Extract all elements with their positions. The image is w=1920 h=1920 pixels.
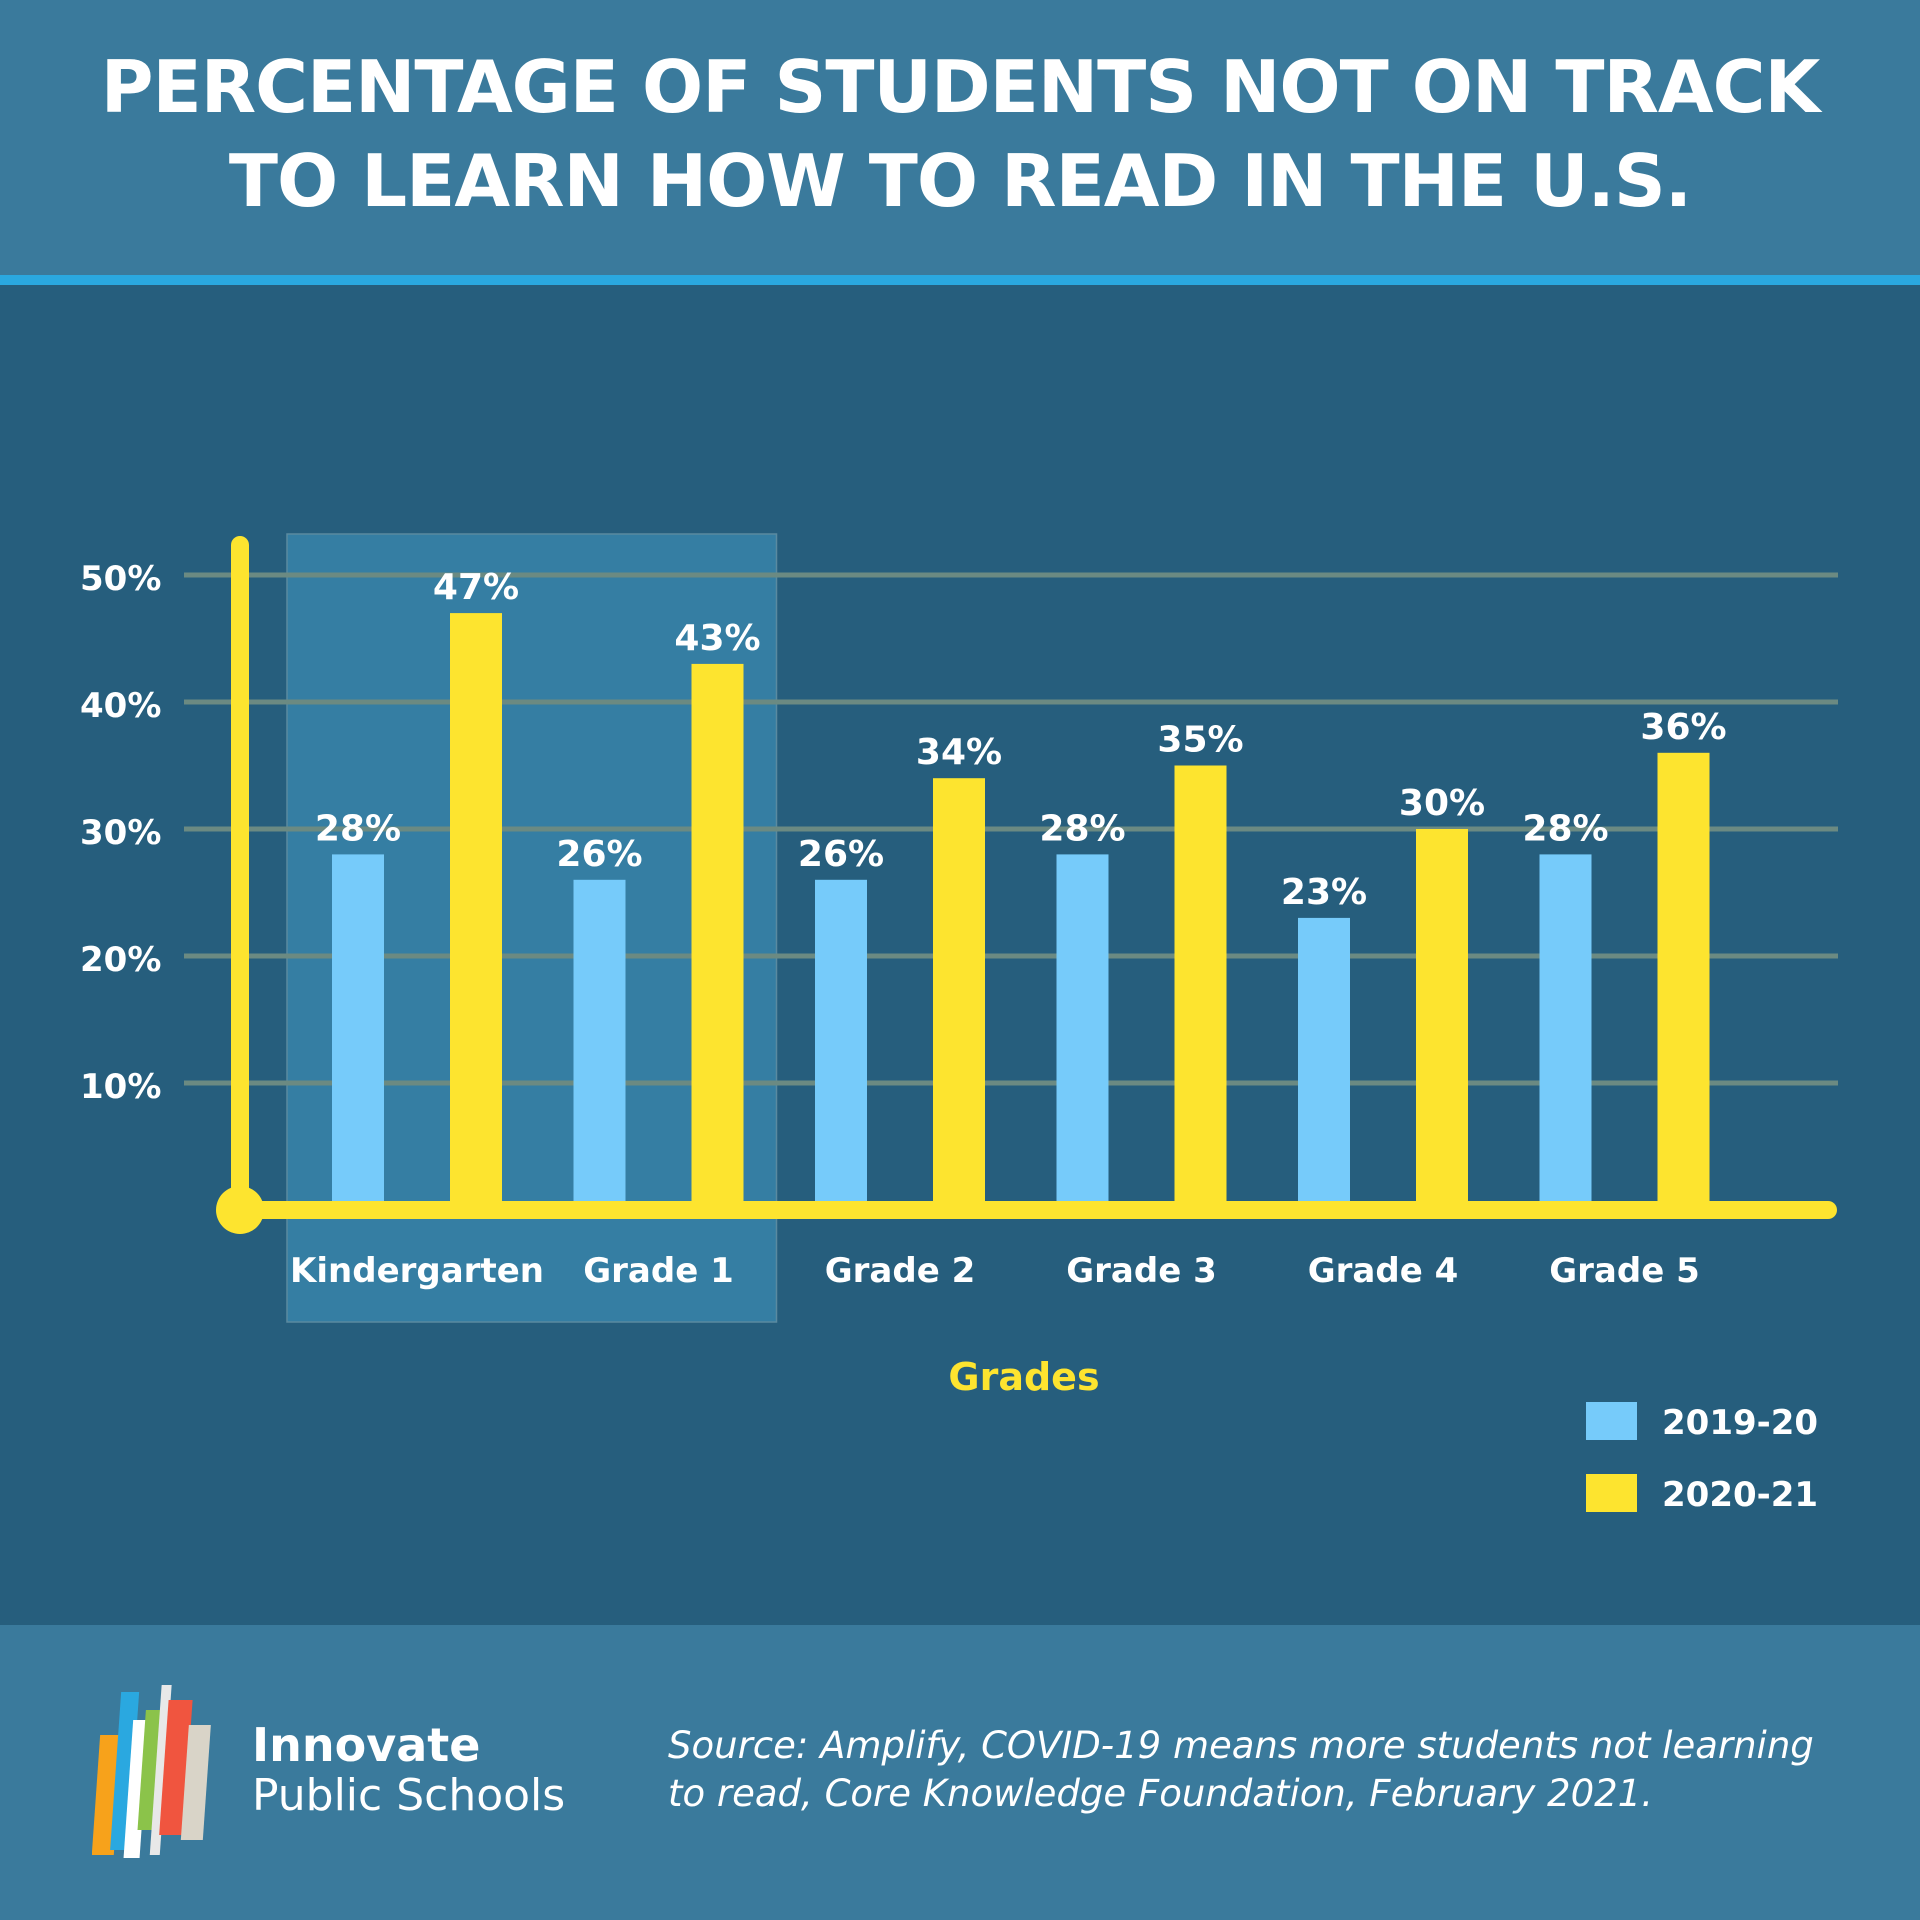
bar-2019-20-grade-4 xyxy=(1298,917,1350,1210)
bar-2020-21-grade-2 xyxy=(933,778,985,1210)
brand-name-innovate: Innovate xyxy=(252,1718,481,1772)
data-label: 34% xyxy=(916,732,1002,773)
y-tick-label: 30% xyxy=(80,813,161,853)
data-label: 30% xyxy=(1399,783,1485,824)
axis-origin-dot xyxy=(216,1186,264,1234)
legend-swatch-2019-20 xyxy=(1586,1402,1637,1440)
innovate-logo-icon xyxy=(92,1685,211,1858)
source-line-2: to read, Core Knowledge Foundation, Febr… xyxy=(668,1772,1653,1815)
legend-label: 2019-20 xyxy=(1662,1403,1818,1443)
data-label: 43% xyxy=(674,618,760,659)
x-axis-title: Grades xyxy=(948,1355,1099,1399)
header-banner: PERCENTAGE OF STUDENTS NOT ON TRACK TO L… xyxy=(0,0,1920,285)
brand-name-public-schools: Public Schools xyxy=(252,1770,566,1821)
page-title: PERCENTAGE OF STUDENTS NOT ON TRACK TO L… xyxy=(0,40,1920,228)
bar-2019-20-grade-1 xyxy=(573,879,626,1210)
bar-2019-20-grade-2 xyxy=(815,879,867,1210)
bar-2019-20-grade-3 xyxy=(1056,854,1109,1210)
data-label: 28% xyxy=(1039,808,1125,849)
data-label: 36% xyxy=(1640,707,1726,748)
y-tick-label: 20% xyxy=(80,940,161,980)
source-citation: Source: Amplify, COVID-19 means more stu… xyxy=(668,1722,1868,1818)
bar-2019-20-grade-5 xyxy=(1539,854,1592,1210)
y-tick-label: 50% xyxy=(80,559,161,599)
data-label: 28% xyxy=(1522,808,1608,849)
y-tick-label: 40% xyxy=(80,686,161,726)
bar-2020-21-grade-4 xyxy=(1416,829,1468,1210)
bar-2020-21-grade-1 xyxy=(691,663,744,1210)
data-label: 26% xyxy=(556,834,642,875)
legend-label: 2020-21 xyxy=(1662,1475,1818,1515)
x-tick-label: Grade 1 xyxy=(583,1251,734,1291)
data-label: 28% xyxy=(315,808,401,849)
title-line-1: PERCENTAGE OF STUDENTS NOT ON TRACK xyxy=(100,45,1821,129)
source-line-1: Source: Amplify, COVID-19 means more stu… xyxy=(668,1724,1814,1767)
bar-2019-20-kindergarten xyxy=(332,854,384,1210)
bar-2020-21-grade-3 xyxy=(1174,765,1227,1210)
footer-banner xyxy=(0,1625,1920,1920)
bar-2020-21-kindergarten xyxy=(450,613,502,1210)
data-label: 35% xyxy=(1157,720,1243,761)
bar-2020-21-grade-5 xyxy=(1657,752,1710,1210)
x-tick-label: Kindergarten xyxy=(290,1251,544,1291)
data-label: 26% xyxy=(798,834,884,875)
x-tick-label: Grade 3 xyxy=(1066,1251,1217,1291)
data-label: 23% xyxy=(1281,872,1367,913)
data-label: 47% xyxy=(433,567,519,608)
x-tick-label: Grade 5 xyxy=(1549,1251,1700,1291)
x-tick-label: Grade 4 xyxy=(1308,1251,1459,1291)
title-line-2: TO LEARN HOW TO READ IN THE U.S. xyxy=(228,139,1692,223)
bar-chart: 10% 20% 30% 40% 50% 28% 47% Kindergarten 26% 43% G… xyxy=(80,533,1838,1515)
x-tick-label: Grade 2 xyxy=(825,1251,976,1291)
y-tick-label: 10% xyxy=(80,1067,161,1107)
legend-swatch-2020-21 xyxy=(1586,1474,1637,1512)
